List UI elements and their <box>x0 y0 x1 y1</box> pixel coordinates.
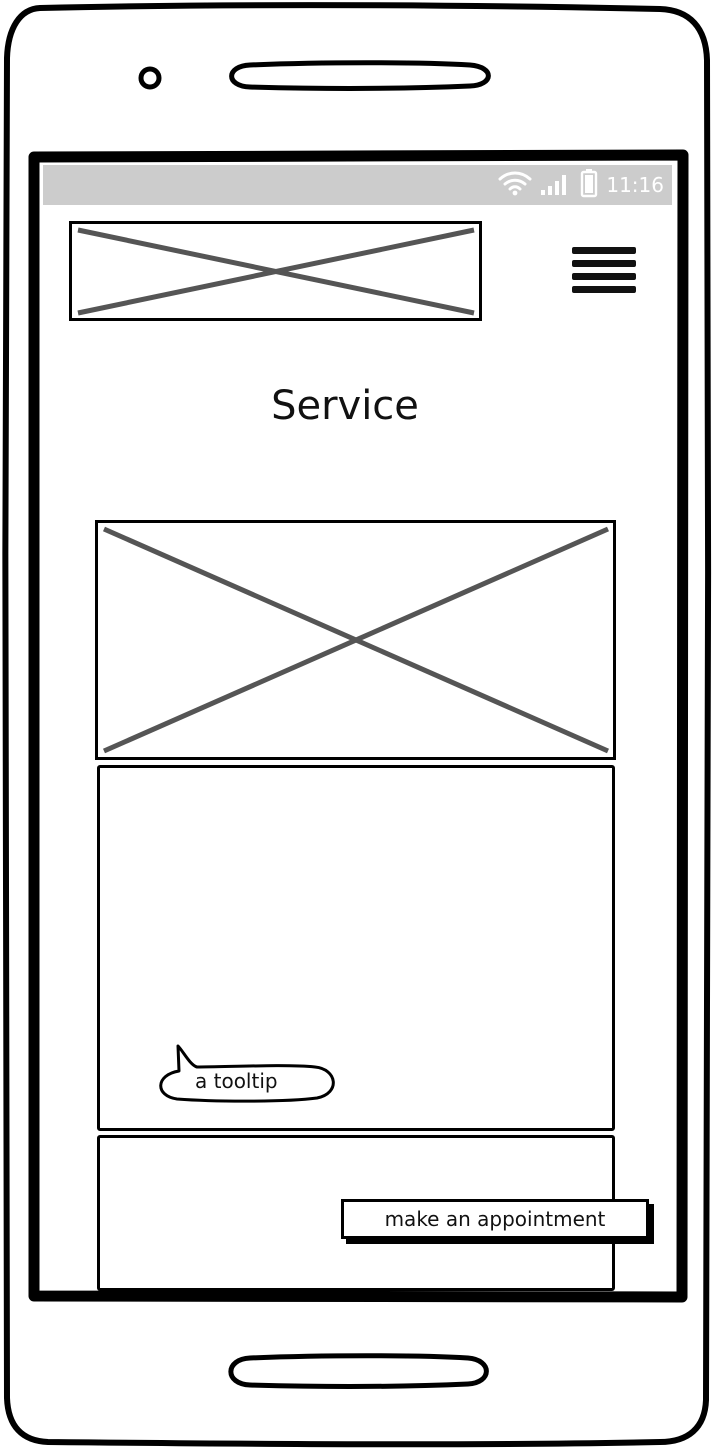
content-panel <box>97 765 615 1131</box>
menu-bar <box>572 286 636 293</box>
make-appointment-button[interactable]: make an appointment <box>341 1199 649 1239</box>
menu-bar <box>572 247 636 254</box>
tooltip: a tooltip <box>157 1043 339 1103</box>
menu-bar <box>572 260 636 267</box>
battery-icon <box>580 168 598 202</box>
status-bar: 11:16 <box>43 165 672 205</box>
wifi-icon <box>498 170 532 200</box>
hamburger-menu-icon[interactable] <box>572 243 638 297</box>
speaker-icon <box>229 60 491 91</box>
page-title: Service <box>271 383 419 429</box>
app-screen: 11:16 Service a tooltip make an appointm… <box>43 165 672 1291</box>
tooltip-text: a tooltip <box>195 1069 278 1093</box>
status-time: 11:16 <box>606 173 664 197</box>
status-icons: 11:16 <box>498 168 664 202</box>
signal-icon <box>540 170 572 200</box>
menu-bar <box>572 273 636 280</box>
logo-image-placeholder <box>69 221 482 321</box>
home-bar-icon <box>228 1353 489 1389</box>
hero-image-placeholder <box>95 520 616 760</box>
camera-icon <box>138 66 162 90</box>
